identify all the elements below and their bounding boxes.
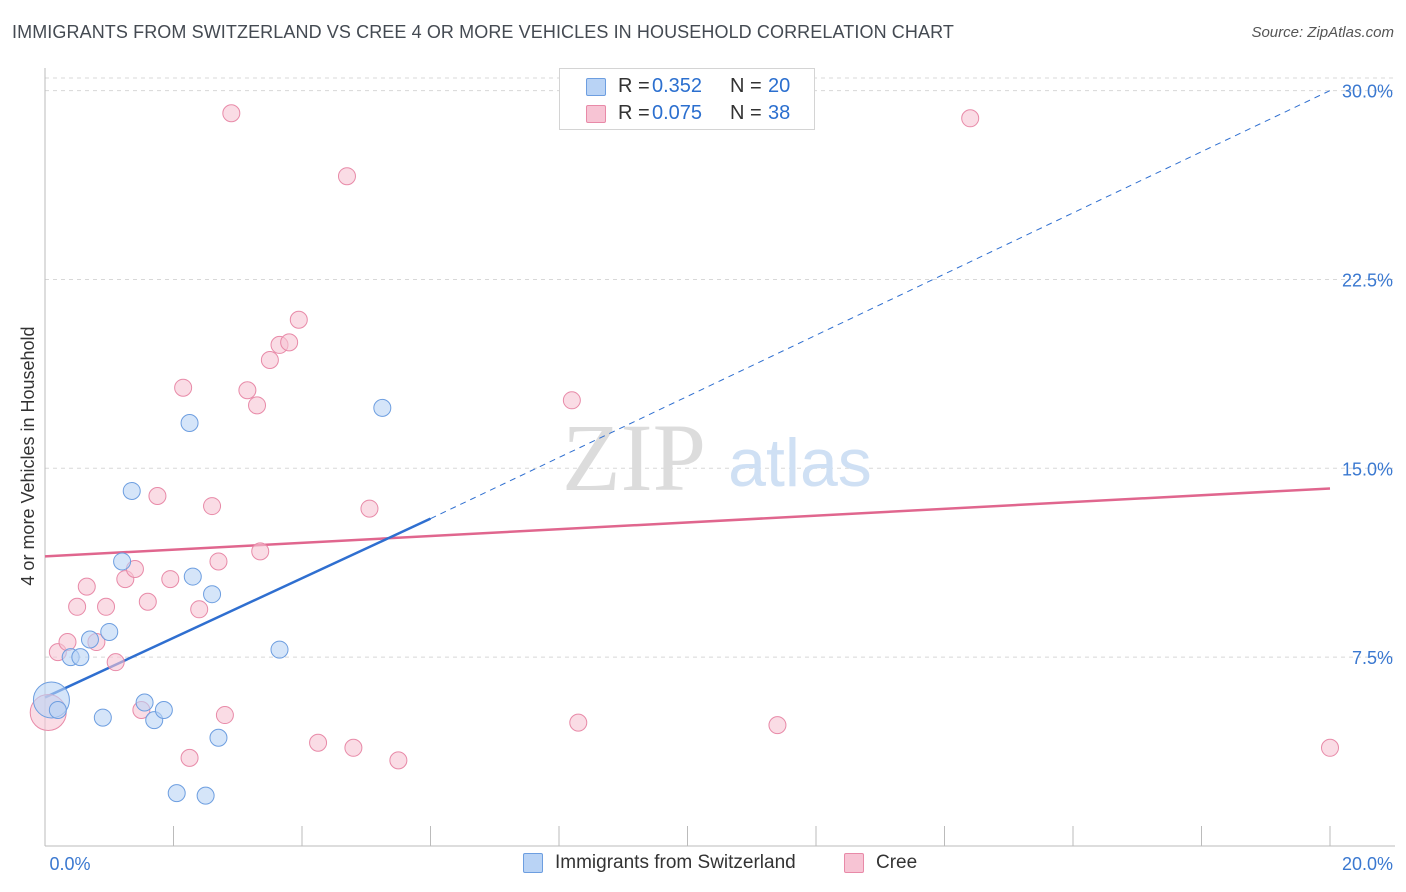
point-switzerland bbox=[71, 648, 90, 667]
point-switzerland bbox=[80, 630, 99, 649]
watermark-atlas: atlas bbox=[728, 425, 872, 501]
legend-r-value-switzerland: 0.352 bbox=[652, 75, 703, 97]
point-cree bbox=[1321, 738, 1339, 757]
bottom-legend-swatch-switzerland bbox=[523, 853, 543, 873]
point-cree bbox=[337, 167, 356, 186]
y-tick-label: 7.5% bbox=[1352, 648, 1393, 668]
watermark-zip: ZIP bbox=[562, 404, 706, 511]
point-switzerland bbox=[48, 701, 67, 720]
legend-swatch-switzerland bbox=[586, 78, 606, 96]
x-tick-label: 20.0% bbox=[1342, 854, 1393, 874]
legend-n-label: N = bbox=[730, 75, 762, 97]
y-tick-label: 30.0% bbox=[1342, 82, 1393, 102]
point-switzerland bbox=[167, 784, 186, 803]
point-cree bbox=[360, 499, 379, 518]
legend-r-label: R = bbox=[618, 102, 650, 124]
watermark: ZIP atlas bbox=[562, 404, 872, 511]
bottom-legend-label-cree: Cree bbox=[876, 852, 918, 873]
point-cree bbox=[280, 333, 299, 352]
legend-r-value-cree: 0.075 bbox=[652, 102, 703, 124]
point-cree bbox=[138, 592, 157, 611]
point-cree bbox=[222, 104, 241, 123]
trend-line-switzerland-extension bbox=[430, 90, 1331, 520]
point-cree bbox=[238, 381, 257, 400]
grid-lines bbox=[45, 77, 1395, 658]
point-cree bbox=[562, 391, 581, 410]
axes bbox=[44, 68, 1395, 847]
point-switzerland bbox=[93, 708, 112, 727]
point-cree bbox=[68, 597, 87, 616]
point-cree bbox=[215, 706, 234, 725]
bottom-legend-swatch-cree bbox=[844, 853, 864, 873]
legend-n-value-cree: 38 bbox=[768, 102, 791, 124]
point-cree bbox=[961, 109, 980, 128]
legend-n-label: N = bbox=[730, 102, 762, 124]
point-switzerland bbox=[373, 398, 392, 417]
legend-r-label: R = bbox=[618, 75, 650, 97]
point-cree bbox=[569, 713, 588, 732]
point-cree bbox=[148, 486, 167, 505]
point-cree bbox=[190, 600, 209, 619]
source-credit: Source: ZipAtlas.com bbox=[1251, 24, 1394, 41]
y-tick-label: 22.5% bbox=[1342, 270, 1393, 290]
data-points bbox=[29, 104, 1339, 805]
point-cree bbox=[289, 310, 308, 329]
point-cree bbox=[106, 653, 125, 672]
point-cree bbox=[97, 597, 116, 616]
point-cree bbox=[260, 351, 279, 370]
correlation-legend: R = 0.352 N = 20 R = 0.075 N = 38 bbox=[559, 68, 815, 130]
point-cree bbox=[251, 542, 270, 561]
point-cree bbox=[203, 497, 222, 516]
point-cree bbox=[174, 378, 193, 397]
point-cree bbox=[768, 716, 787, 735]
point-switzerland bbox=[183, 567, 202, 586]
point-switzerland bbox=[135, 693, 154, 712]
x-tick-label: 0.0% bbox=[49, 854, 90, 874]
point-cree bbox=[344, 738, 363, 757]
y-tick-label: 15.0% bbox=[1342, 459, 1393, 479]
tick-labels: 7.5% 15.0% 22.5% 30.0% 0.0% 20.0% bbox=[49, 82, 1393, 874]
point-cree bbox=[248, 396, 267, 415]
trend-lines bbox=[44, 90, 1331, 699]
point-cree bbox=[180, 748, 199, 767]
point-switzerland bbox=[203, 585, 222, 604]
point-cree bbox=[389, 751, 408, 770]
point-cree bbox=[209, 552, 228, 571]
point-switzerland bbox=[113, 552, 132, 571]
point-cree bbox=[161, 570, 180, 589]
legend-swatch-cree bbox=[586, 105, 606, 123]
point-switzerland bbox=[196, 786, 215, 805]
chart-title: IMMIGRANTS FROM SWITZERLAND VS CREE 4 OR… bbox=[12, 22, 954, 42]
point-switzerland bbox=[209, 728, 228, 747]
point-switzerland bbox=[100, 622, 119, 641]
legend-n-value-switzerland: 20 bbox=[768, 75, 791, 97]
y-axis-label: 4 or more Vehicles in Household bbox=[18, 326, 38, 585]
bottom-legend-label-switzerland: Immigrants from Switzerland bbox=[555, 852, 796, 873]
point-cree bbox=[77, 577, 96, 596]
point-cree bbox=[309, 733, 328, 752]
point-switzerland bbox=[154, 701, 173, 720]
point-switzerland bbox=[122, 481, 141, 500]
point-switzerland bbox=[180, 413, 199, 432]
point-cree bbox=[58, 633, 77, 652]
point-switzerland bbox=[270, 640, 289, 659]
